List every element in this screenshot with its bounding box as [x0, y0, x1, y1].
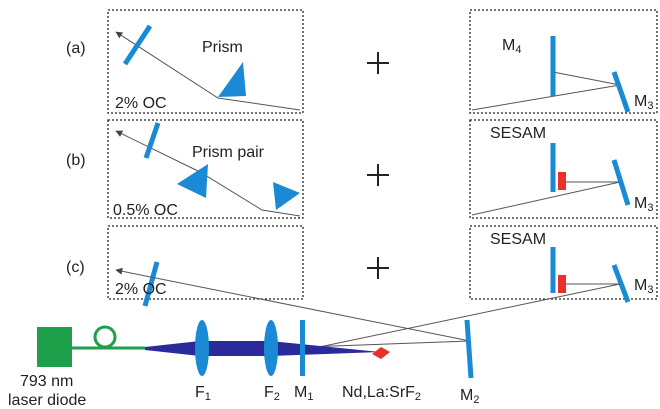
label-base: M — [634, 277, 647, 294]
label-sub: 3 — [647, 202, 653, 214]
mirror-label: M3 — [634, 195, 653, 214]
label-base: F — [264, 384, 274, 401]
mirror-label: M3 — [634, 93, 653, 112]
component-label: M1 — [294, 384, 313, 403]
mirror-label: SESAM — [490, 125, 546, 142]
label-base: M — [294, 384, 307, 401]
mirror-label: M3 — [634, 277, 653, 296]
coupler-label: 0.5% OC — [113, 202, 178, 219]
panel-b — [115, 122, 631, 217]
label-sub: 3 — [647, 284, 653, 296]
element-label: Prism pair — [192, 144, 265, 161]
component-label: Nd,La:SrF2 — [342, 384, 421, 403]
pump-label: laser diode — [8, 392, 86, 409]
mirror-label: M4 — [502, 37, 521, 56]
label-sub: 1 — [205, 391, 211, 403]
label-sub: 3 — [647, 100, 653, 112]
label-base: M — [460, 387, 473, 404]
main-cavity — [37, 267, 621, 379]
coupler-label: 2% OC — [115, 95, 167, 112]
label-base: M — [634, 93, 647, 110]
label-sub: 2 — [415, 391, 421, 403]
label-sub: 4 — [515, 44, 521, 56]
pump-label: 793 nm — [20, 373, 73, 390]
panel-label: (a) — [66, 40, 86, 57]
label-sub: 2 — [274, 391, 280, 403]
panel-label: (b) — [66, 152, 86, 169]
label-base: M — [502, 37, 515, 54]
plus-signs — [367, 52, 389, 279]
label-base: F — [195, 384, 205, 401]
component-label: F2 — [264, 384, 280, 403]
label-sub: 2 — [473, 394, 479, 406]
label-base: Nd,La:SrF — [342, 384, 415, 401]
component-label: F1 — [195, 384, 211, 403]
boxes — [107, 9, 658, 300]
panel-label: (c) — [66, 259, 85, 276]
coupler-label: 2% OC — [115, 281, 167, 298]
panel-a — [115, 24, 631, 113]
label-base: M — [634, 195, 647, 212]
label-sub: 1 — [307, 391, 313, 403]
element-label: Prism — [202, 39, 243, 56]
mirror-label: SESAM — [490, 231, 546, 248]
component-label: M2 — [460, 387, 479, 406]
panel-c — [142, 247, 631, 307]
